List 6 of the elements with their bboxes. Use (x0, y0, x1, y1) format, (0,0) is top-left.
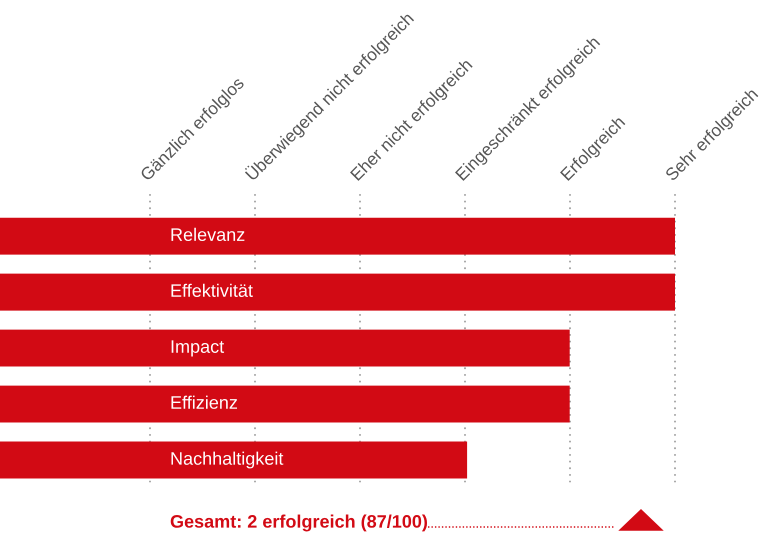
y-tick-label: Effizienz (171, 396, 238, 409)
y-tick-label: Impact (172, 340, 224, 357)
y-tick-label: Relevanz (171, 228, 244, 242)
y-tick-label: Nachhaltigkeit (171, 452, 284, 468)
y-tick-label: Effektivität (171, 284, 253, 297)
text: Gesamt: 2 erfolgreich (87/100) (170, 514, 427, 532)
